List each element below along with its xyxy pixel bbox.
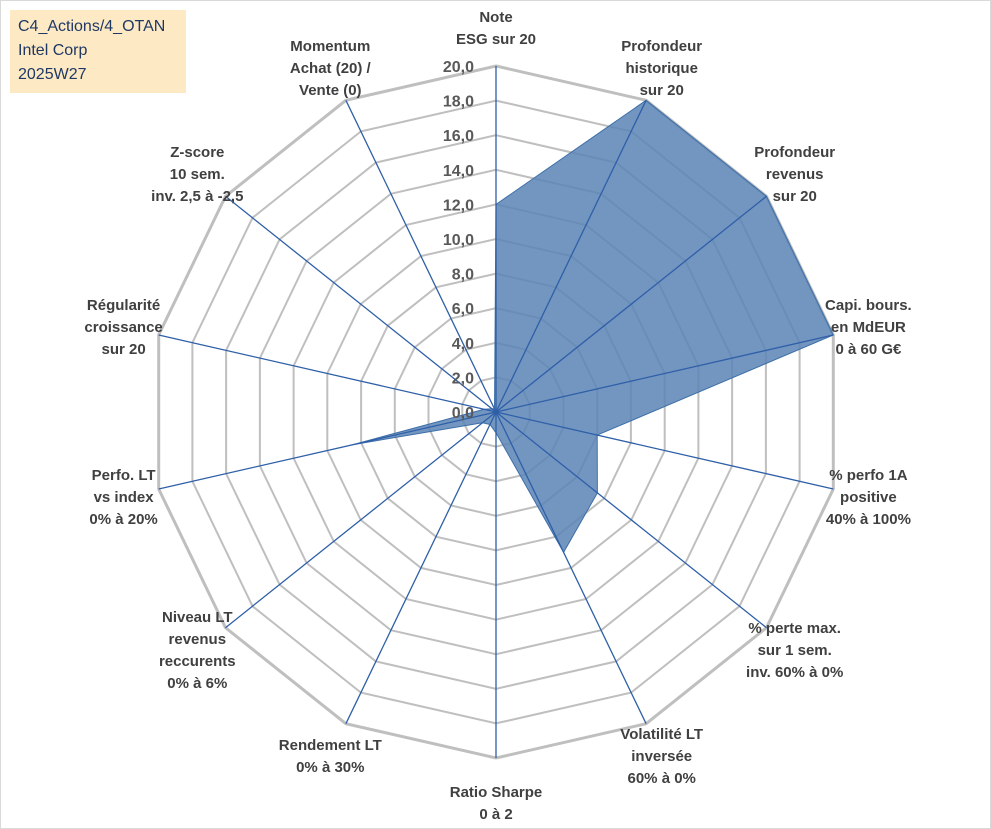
info-line-week: 2025W27 (18, 66, 87, 83)
axis-label-line: Perfo. LT (92, 467, 156, 484)
axis-spoke (225, 411, 497, 629)
axis-label-line: 0% à 6% (167, 675, 227, 692)
axis-label-line: Régularité (87, 297, 160, 314)
axis-spoke (495, 100, 647, 413)
axis-label-line: Profondeur (621, 38, 702, 55)
axis-label: Ratio Sharpe 0 à 2 (450, 784, 543, 823)
axis-label: Perfo. LT vs index 0% à 20% (89, 467, 157, 528)
axis-label-line: vs index (94, 489, 155, 506)
axis-spoke (495, 334, 834, 413)
info-box: C4_Actions/4_OTAN Intel Corp 2025W27 (10, 10, 186, 93)
axis-spoke (495, 411, 647, 724)
axis-label-line: revenus (169, 631, 227, 648)
axis-label: Profondeur historique sur 20 (621, 38, 702, 99)
tick-label: 4,0 (452, 336, 474, 353)
axis-label-line: 0 à 60 G€ (835, 341, 902, 358)
tick-label: 8,0 (452, 267, 474, 284)
axis-spoke (345, 100, 497, 413)
axis-label-line: 0 à 2 (479, 806, 512, 823)
axis-label: Rendement LT 0% à 30% (279, 737, 382, 776)
axis-label-line: Note (479, 9, 512, 26)
info-line-company: Intel Corp (18, 42, 88, 59)
axis-label-line: inversée (631, 748, 692, 765)
info-line-portfolio: C4_Actions/4_OTAN (18, 18, 166, 35)
tick-label: 20,0 (443, 59, 474, 76)
axis-label: Capi. bours. en MdEUR 0 à 60 G€ (825, 297, 912, 358)
axis-label-line: Rendement LT (279, 737, 382, 754)
axis-label: % perte max. sur 1 sem. inv. 60% à 0% (746, 620, 843, 681)
axis-label-line: Niveau LT (162, 609, 233, 626)
axis-label: Note ESG sur 20 (456, 9, 536, 48)
tick-label: 12,0 (443, 197, 474, 214)
axis-spoke (495, 411, 767, 629)
axis-label-line: Z-score (170, 144, 224, 161)
axis-label-line: sur 1 sem. (758, 642, 832, 659)
axis-label-line: en MdEUR (831, 319, 906, 336)
axis-spoke (225, 195, 497, 413)
axis-label-line: % perte max. (748, 620, 841, 637)
axis-spoke (495, 195, 767, 413)
axis-label-line: 60% à 0% (628, 770, 696, 787)
tick-label-layer: 0,0 2,0 4,0 6,0 8,0 10,0 12,0 14,0 16,0 18,0 20,0 (443, 59, 474, 422)
axis-label-line: inv. 2,5 à -2,5 (151, 188, 243, 205)
axis-label-line: 0% à 30% (296, 759, 364, 776)
tick-label: 10,0 (443, 232, 474, 249)
tick-label: 6,0 (452, 301, 474, 318)
axis-label-line: reccurents (159, 653, 236, 670)
spoke-layer (158, 66, 834, 758)
axis-label: % perfo 1A positive 40% à 100% (826, 467, 911, 528)
axis-label-line: Vente (0) (299, 82, 362, 99)
axis-label: Niveau LT revenus reccurents 0% à 6% (159, 609, 236, 692)
axis-label-line: 0% à 20% (89, 511, 157, 528)
axis-label-line: positive (840, 489, 897, 506)
tick-label: 18,0 (443, 94, 474, 111)
tick-label: 0,0 (452, 405, 474, 422)
axis-label-line: ESG sur 20 (456, 31, 536, 48)
axis-label-line: revenus (766, 166, 824, 183)
axis-label: Momentum Achat (20) / Vente (0) (290, 38, 372, 99)
tick-label: 14,0 (443, 163, 474, 180)
axis-label: Profondeur revenus sur 20 (754, 144, 835, 205)
axis-label-line: Momentum (290, 38, 370, 55)
axis-label-line: % perfo 1A (829, 467, 908, 484)
axis-label-line: croissance (84, 319, 162, 336)
axis-label: Régularité croissance sur 20 (84, 297, 162, 358)
axis-spoke (495, 411, 834, 490)
axis-label-line: Volatilité LT (620, 726, 703, 743)
axis-label-line: Capi. bours. (825, 297, 912, 314)
axis-label-line: sur 20 (101, 341, 145, 358)
axis-label-line: Achat (20) / (290, 60, 372, 77)
tick-label: 16,0 (443, 128, 474, 145)
axis-spoke (158, 411, 497, 490)
axis-label-line: historique (625, 60, 698, 77)
axis-label-line: 40% à 100% (826, 511, 911, 528)
axis-label-line: sur 20 (773, 188, 817, 205)
axis-label: Z-score 10 sem. inv. 2,5 à -2,5 (151, 144, 243, 205)
axis-label-line: inv. 60% à 0% (746, 664, 843, 681)
axis-label-layer: Note ESG sur 20 Profondeur historique sur 20… (84, 9, 911, 823)
axis-label-line: Profondeur (754, 144, 835, 161)
axis-spoke (345, 411, 497, 724)
axis-label-line: Ratio Sharpe (450, 784, 543, 801)
axis-spoke (158, 334, 497, 413)
tick-label: 2,0 (452, 370, 474, 387)
axis-label-line: 10 sem. (170, 166, 225, 183)
axis-label-line: sur 20 (640, 82, 684, 99)
axis-label: Volatilité LT inversée 60% à 0% (620, 726, 703, 787)
